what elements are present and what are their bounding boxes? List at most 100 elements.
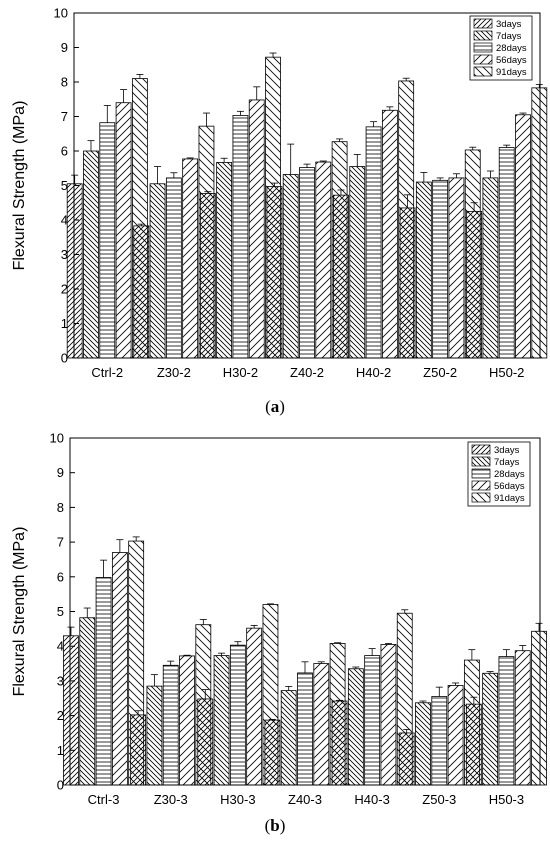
panel-label: (b) xyxy=(265,816,286,835)
bar-Ctrl-2-56days xyxy=(115,102,132,359)
bar-Ctrl-2-3days xyxy=(66,183,83,359)
y-axis-title: Flexural Strength (MPa) xyxy=(11,101,28,271)
legend-entry: 28days xyxy=(494,469,525,480)
bar-H50-3-28days xyxy=(498,656,515,786)
legend-swatch xyxy=(473,18,493,29)
y-tick-label: 4 xyxy=(57,639,64,654)
x-tick-label: H30-3 xyxy=(220,792,255,807)
panel-label: (a) xyxy=(265,397,285,416)
bar-Ctrl-3-28days xyxy=(95,577,112,786)
legend-entry: 56days xyxy=(496,55,527,66)
bar-H50-2-28days xyxy=(498,147,515,359)
bar-Z30-3-3days xyxy=(130,714,147,786)
legend-entry: 28days xyxy=(496,43,527,54)
x-tick-label: Z50-2 xyxy=(423,365,457,380)
y-tick-label: 7 xyxy=(57,535,64,550)
y-tick-label: 8 xyxy=(61,75,68,90)
bar-Z50-3-3days xyxy=(398,732,415,786)
bar-Z50-2-28days xyxy=(432,179,449,359)
legend-entry: 7days xyxy=(496,31,522,42)
panel-b: 0 1 2 3 4 5 6 7 8 9 10 Flexural Strength (MPa) Ctrl-… xyxy=(11,431,547,835)
legend-entry: 3days xyxy=(496,19,522,30)
bar-Z30-2-3days xyxy=(133,225,150,359)
x-tick-label: Z40-2 xyxy=(290,365,324,380)
bar-H50-2-91days xyxy=(531,87,548,359)
bar-Z40-3-7days xyxy=(280,690,297,786)
bar-Z30-3-56days xyxy=(179,655,195,786)
y-tick-label: 7 xyxy=(61,109,68,124)
bar-H50-3-7days xyxy=(482,672,499,786)
y-tick-label: 5 xyxy=(57,604,64,619)
bar-Z30-3-7days xyxy=(146,685,163,786)
bar-Z50-3-7days xyxy=(415,702,431,786)
bar-Z40-2-28days xyxy=(299,167,315,359)
bar-Z50-3-28days xyxy=(431,696,448,786)
legend-swatch xyxy=(471,480,491,491)
bar-H40-3-28days xyxy=(364,655,381,786)
x-tick-label: Ctrl-2 xyxy=(91,365,123,380)
y-tick-label: 2 xyxy=(57,708,64,723)
bar-Z50-2-7days xyxy=(415,181,432,359)
y-tick-label: 1 xyxy=(57,743,64,758)
y-tick-label: 6 xyxy=(57,569,64,584)
legend-swatch xyxy=(471,456,491,467)
y-tick-label: 8 xyxy=(57,500,64,515)
bar-H40-2-56days xyxy=(381,109,398,359)
bar-H40-3-56days xyxy=(380,644,397,786)
legend-entry: 91days xyxy=(494,493,525,504)
y-tick-label: 5 xyxy=(61,178,68,193)
legend-swatch xyxy=(473,42,493,53)
legend-entry: 3days xyxy=(494,445,520,456)
y-tick-label: 1 xyxy=(61,316,68,331)
bar-H30-2-28days xyxy=(232,115,249,359)
x-tick-label: H40-2 xyxy=(356,365,391,380)
x-tick-label: Z30-3 xyxy=(154,792,188,807)
y-axis-title: Flexural Strength (MPa) xyxy=(11,527,28,697)
x-tick-label: H50-3 xyxy=(489,792,524,807)
bar-Z30-3-28days xyxy=(162,664,179,786)
x-tick-label: Z30-2 xyxy=(157,365,191,380)
bar-Z30-2-56days xyxy=(182,158,199,359)
bar-Ctrl-3-3days xyxy=(63,635,79,786)
y-tick-label: 10 xyxy=(54,6,68,21)
bar-Z40-2-56days xyxy=(315,161,332,359)
legend-entry: 91days xyxy=(496,67,527,78)
y-tick-label: 0 xyxy=(61,351,68,366)
bar-H40-2-7days xyxy=(349,166,366,359)
x-tick-label: Ctrl-3 xyxy=(88,792,120,807)
bar-H30-3-56days xyxy=(246,627,263,786)
bar-H30-2-7days xyxy=(216,161,233,359)
legend-swatch xyxy=(471,444,491,455)
bar-Z30-2-28days xyxy=(165,177,182,359)
y-tick-label: 0 xyxy=(57,778,64,793)
bar-H40-2-3days xyxy=(333,194,349,359)
legend-entry: 7days xyxy=(494,457,520,468)
bar-Z40-3-56days xyxy=(313,663,330,786)
bar-Ctrl-3-7days xyxy=(79,617,96,786)
legend-entry: 56days xyxy=(494,481,525,492)
bar-H30-3-28days xyxy=(229,644,246,786)
bar-H40-2-28days xyxy=(365,126,382,359)
legend-swatch xyxy=(471,492,491,503)
x-tick-label: H50-2 xyxy=(489,365,524,380)
bar-Ctrl-3-56days xyxy=(111,552,128,786)
bar-H30-3-7days xyxy=(213,655,230,786)
bar-H30-2-56days xyxy=(248,99,265,359)
bar-H50-3-3days xyxy=(465,703,482,786)
x-tick-label: Z50-3 xyxy=(422,792,456,807)
bar-H50-2-3days xyxy=(466,210,483,359)
bar-H50-2-56days xyxy=(515,114,531,359)
bar-H40-3-3days xyxy=(331,700,348,786)
bar-H50-3-56days xyxy=(514,650,531,786)
bar-Z40-2-7days xyxy=(282,174,299,359)
legend-swatch xyxy=(473,66,493,77)
bar-Ctrl-2-7days xyxy=(83,150,99,359)
x-tick-label: H30-2 xyxy=(223,365,258,380)
bar-Z40-3-28days xyxy=(297,672,313,786)
bar-H50-2-7days xyxy=(482,177,499,359)
bar-Z30-2-7days xyxy=(149,183,166,359)
y-tick-label: 9 xyxy=(61,40,68,55)
bar-Z40-3-3days xyxy=(264,719,281,786)
bar-Z50-2-3days xyxy=(399,207,416,359)
